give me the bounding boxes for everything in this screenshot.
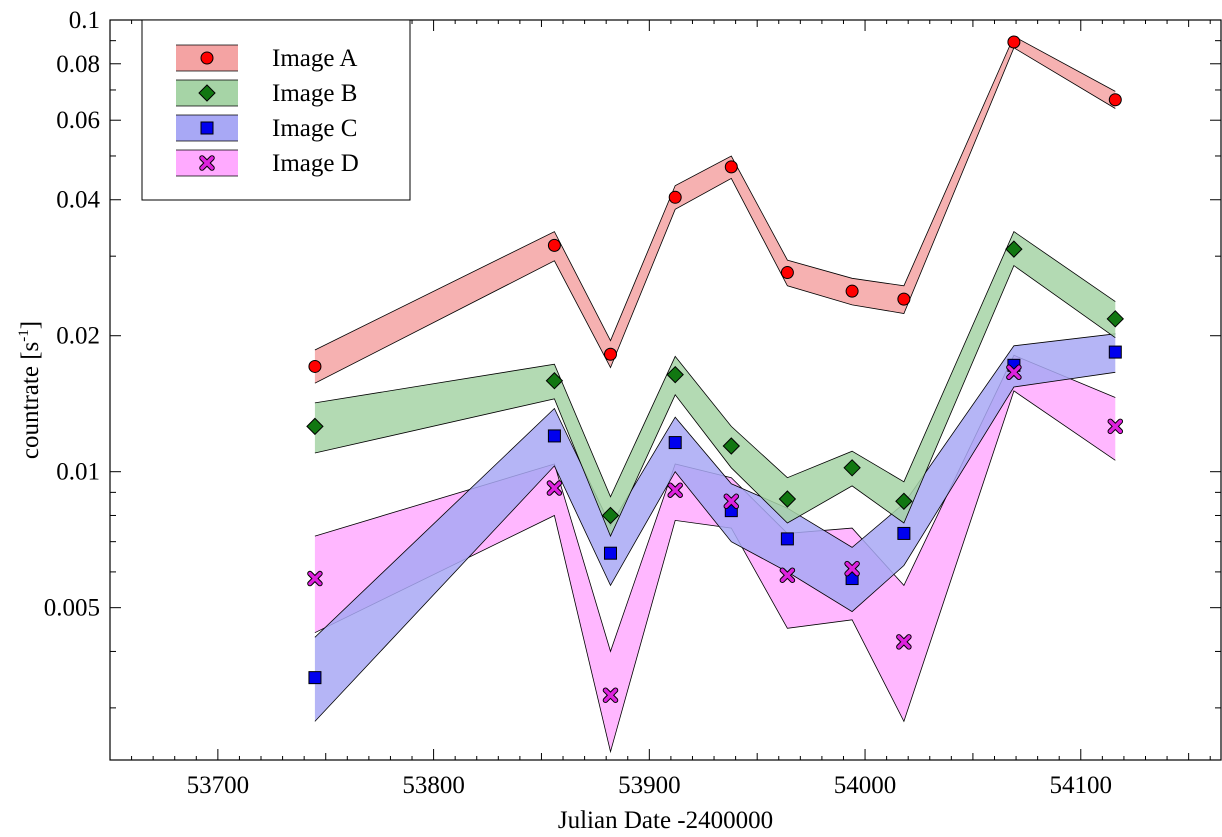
y-tick-label: 0.005 [44, 595, 100, 622]
legend-label: Image C [272, 115, 357, 142]
data-point-image-a [1108, 93, 1122, 107]
data-point-image-d [779, 567, 796, 583]
y-tick-label: 0.01 [56, 459, 100, 486]
x-tick-label: 53800 [402, 772, 465, 799]
data-point-image-b [895, 492, 913, 510]
data-point-image-b [306, 417, 324, 436]
data-point-image-d [546, 480, 563, 496]
data-point-image-a [308, 359, 322, 373]
y-tick-label: 0.1 [69, 7, 100, 34]
data-point-image-a [547, 238, 561, 252]
marker-cross-b [897, 635, 911, 649]
data-point-image-d [1006, 364, 1022, 381]
band-image-d [314, 355, 1116, 752]
legend-label: Image A [272, 45, 357, 72]
marker-cross-b [1007, 365, 1021, 380]
band-upper-edge [314, 230, 1116, 498]
band-upper-edge [314, 35, 1116, 351]
y-tick-label: 0.02 [56, 323, 100, 350]
marker-cross-b [780, 568, 795, 582]
data-point-image-a [724, 160, 738, 174]
data-point-image-a [668, 190, 682, 204]
data-point-image-d [896, 634, 912, 650]
data-point-image-a [1007, 35, 1021, 49]
legend-marker [200, 51, 214, 65]
marker-cross-b [1108, 419, 1123, 434]
data-point-image-d [1107, 418, 1124, 435]
y-tick-label: 0.06 [56, 107, 100, 134]
y-axis-label-sup: -1 [16, 329, 32, 342]
data-point-image-d [667, 482, 683, 498]
marker-cross-b [668, 483, 682, 497]
data-point-image-d [844, 560, 860, 577]
data-point-image-b [1005, 240, 1023, 258]
data-point-image-b [545, 372, 564, 390]
data-point-image-c [547, 429, 561, 443]
data-point-image-a [897, 292, 911, 306]
data-point-image-c [845, 572, 859, 586]
error-bands [314, 35, 1116, 754]
band-lower-edge [314, 264, 1116, 538]
data-point-image-d [602, 687, 619, 703]
y-axis-label-close: ] [17, 321, 44, 329]
y-axis: 0.005 0.01 0.02 0.04 0.06 0.08 0.1 [44, 7, 1221, 709]
y-tick-label: 0.04 [56, 187, 100, 214]
data-point-image-b [666, 365, 684, 384]
marker-cross-b [845, 561, 859, 576]
data-point-image-b [1106, 310, 1125, 328]
data-point-image-a [845, 284, 859, 298]
y-tick-label: 0.08 [56, 51, 100, 78]
legend-marker [200, 121, 214, 135]
legend: Image A Image B Image C Image D [141, 19, 411, 201]
data-point-image-a [603, 347, 617, 361]
x-axis-label: Julian Date -2400000 [558, 807, 773, 834]
marker-cross-b [603, 688, 618, 702]
data-point-image-b [843, 459, 861, 477]
legend-marker [199, 155, 215, 171]
marker-cross-b [200, 156, 214, 170]
band-image-c [314, 333, 1116, 722]
y-axis-label-main: countrate [s [17, 342, 44, 459]
data-point-image-c [780, 532, 794, 546]
y-axis-label: countrate [s-1] [16, 321, 44, 459]
band-image-b [314, 231, 1116, 537]
data-point-image-b [601, 506, 620, 525]
data-point-image-a [780, 266, 794, 280]
data-point-image-c [668, 436, 682, 450]
band-image-a [314, 36, 1116, 384]
x-tick-label: 53900 [618, 772, 681, 799]
data-point-image-c [1108, 345, 1122, 359]
data-point-image-d [723, 493, 740, 510]
plot-frame [109, 19, 1222, 761]
band-lower-edge [314, 47, 1116, 384]
x-tick-label: 54100 [1050, 772, 1113, 799]
marker-cross-b [724, 494, 739, 509]
x-tick-label: 54000 [834, 772, 897, 799]
marker-cross-b [308, 571, 322, 586]
data-point-image-d [307, 570, 323, 587]
data-markers [306, 35, 1125, 703]
band-lower-edge [314, 390, 1116, 754]
data-point-image-c [897, 526, 911, 540]
legend-label: Image B [272, 80, 357, 107]
x-tick-label: 53700 [187, 772, 250, 799]
legend-label: Image D [272, 150, 359, 177]
data-point-image-b [778, 490, 797, 508]
data-point-image-c [603, 546, 617, 560]
legend-marker [198, 84, 216, 102]
data-point-image-c [308, 671, 322, 685]
data-point-image-b [722, 437, 741, 455]
marker-cross-b [547, 481, 562, 495]
band-lower-edge [314, 371, 1116, 722]
